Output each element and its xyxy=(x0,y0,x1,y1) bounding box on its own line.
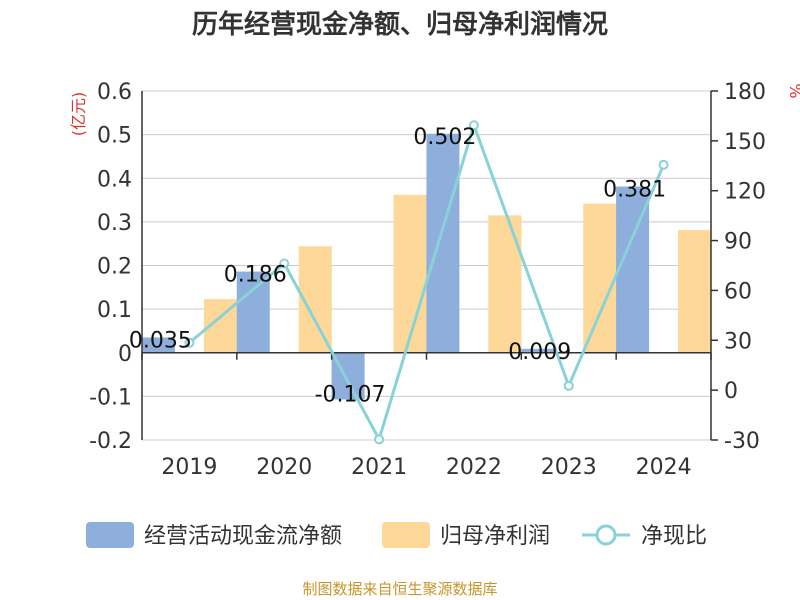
bars xyxy=(141,133,712,400)
legend-label-ratio: 净现比 xyxy=(641,524,707,549)
x-axis-ticks: 2019 2020 2021 2022 2023 2024 xyxy=(161,455,691,480)
data-label-cashflow: -0.107 xyxy=(315,382,386,407)
data-label-cashflow: 0.009 xyxy=(508,340,571,365)
x-tick-label: 2021 xyxy=(351,455,407,480)
bar-cashflow xyxy=(426,133,460,353)
left-axis-unit: (亿元) xyxy=(69,92,88,137)
right-tick-label: 90 xyxy=(724,230,752,255)
legend: 经营活动现金流净额 归母净利润 净现比 xyxy=(86,522,707,549)
right-tick-label: 60 xyxy=(724,279,752,304)
ratio-line xyxy=(184,120,669,445)
ratio-point xyxy=(374,434,385,445)
legend-label-cashflow: 经营活动现金流净额 xyxy=(144,524,342,549)
left-tick-label: 0.3 xyxy=(97,211,132,236)
x-tick-label: 2023 xyxy=(541,455,597,480)
right-tick-label: -30 xyxy=(724,429,760,454)
data-label-cashflow: 0.502 xyxy=(413,125,476,150)
data-label-cashflow: 0.035 xyxy=(129,328,192,353)
x-tick-label: 2020 xyxy=(256,455,312,480)
left-tick-label: -0.2 xyxy=(89,429,132,454)
bar-profit xyxy=(488,215,522,353)
right-tick-label: 0 xyxy=(724,379,738,404)
axes xyxy=(141,91,712,440)
right-tick-label: 120 xyxy=(724,180,766,205)
right-tick-label: 150 xyxy=(724,130,766,155)
legend-marker-ratio xyxy=(595,524,617,546)
bar-cashflow xyxy=(236,271,270,353)
right-axis-unit: % xyxy=(786,83,800,98)
bar-profit xyxy=(583,203,617,353)
ratio-point xyxy=(563,380,574,391)
left-tick-label: 0.4 xyxy=(97,167,132,192)
source-note: 制图数据来自恒生聚源数据库 xyxy=(302,580,497,598)
legend-swatch-cashflow xyxy=(86,522,134,548)
left-tick-label: -0.1 xyxy=(89,385,132,410)
x-tick-label: 2022 xyxy=(446,455,502,480)
x-tick-label: 2024 xyxy=(636,455,692,480)
chart-title: 历年经营现金净额、归母净利润情况 xyxy=(192,9,608,40)
left-tick-label: 0.1 xyxy=(97,298,132,323)
left-tick-label: 0.5 xyxy=(97,124,132,149)
ratio-point xyxy=(468,120,479,131)
x-tick-label: 2019 xyxy=(161,455,217,480)
left-tick-label: 0 xyxy=(118,342,132,367)
ratio-line-path xyxy=(188,123,665,441)
ratio-point xyxy=(279,258,290,269)
bar-profit xyxy=(393,194,427,353)
left-tick-label: 0.2 xyxy=(97,255,132,280)
bar-cashflow xyxy=(521,348,555,353)
legend-label-profit: 归母净利润 xyxy=(440,524,550,549)
ratio-point xyxy=(184,337,195,348)
left-tick-label: 0.6 xyxy=(97,80,132,105)
data-label-cashflow: 0.381 xyxy=(603,178,666,203)
right-tick-label: 180 xyxy=(724,80,766,105)
bar-profit xyxy=(678,230,712,353)
bar-cashflow xyxy=(141,337,175,353)
data-label-cashflow: 0.186 xyxy=(224,263,287,288)
legend-swatch-profit xyxy=(382,522,430,548)
ratio-point xyxy=(658,159,669,170)
right-axis-ticks: -30 0 30 60 90 120 150 180 xyxy=(711,80,766,454)
left-axis-ticks: -0.2 -0.1 0 0.1 0.2 0.3 0.4 0.5 0.6 xyxy=(89,80,132,454)
right-tick-label: 30 xyxy=(724,329,752,354)
data-labels: 0.035 0.186 -0.107 0.502 0.009 0.381 xyxy=(129,125,666,408)
